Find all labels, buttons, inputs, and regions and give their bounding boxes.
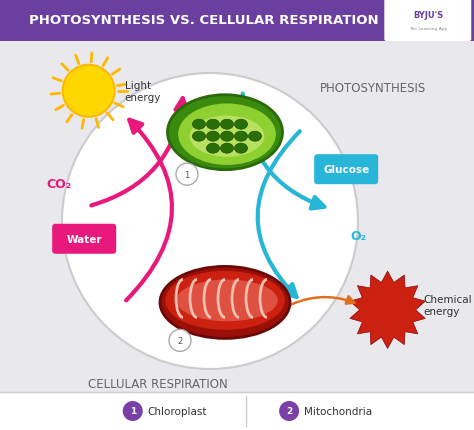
Ellipse shape (220, 144, 234, 154)
Circle shape (62, 74, 358, 369)
Ellipse shape (192, 132, 206, 142)
Ellipse shape (167, 95, 283, 170)
Text: PHOTOSYNTHESIS: PHOTOSYNTHESIS (319, 82, 426, 95)
Ellipse shape (207, 132, 219, 142)
Circle shape (63, 66, 115, 117)
Text: Mitochondria: Mitochondria (304, 406, 372, 416)
Text: Chemical
energy: Chemical energy (424, 294, 472, 316)
Polygon shape (350, 271, 425, 349)
FancyBboxPatch shape (0, 392, 474, 430)
Text: The Learning App: The Learning App (409, 28, 447, 31)
Circle shape (123, 401, 143, 421)
FancyBboxPatch shape (0, 0, 474, 42)
Text: O₂: O₂ (350, 230, 366, 243)
Text: 1: 1 (184, 170, 190, 179)
FancyBboxPatch shape (52, 224, 116, 254)
Text: 1: 1 (129, 406, 136, 415)
Ellipse shape (220, 120, 234, 130)
FancyBboxPatch shape (314, 155, 378, 185)
Text: CO₂: CO₂ (46, 178, 72, 191)
Circle shape (279, 401, 299, 421)
Text: Water: Water (66, 234, 102, 244)
Ellipse shape (176, 280, 278, 322)
Ellipse shape (160, 267, 290, 338)
Text: CELLULAR RESPIRATION: CELLULAR RESPIRATION (88, 378, 228, 390)
Ellipse shape (248, 132, 262, 142)
Ellipse shape (235, 120, 247, 130)
Text: 2: 2 (286, 406, 292, 415)
Ellipse shape (165, 271, 285, 330)
Ellipse shape (235, 132, 247, 142)
Ellipse shape (178, 104, 276, 166)
FancyBboxPatch shape (384, 0, 471, 42)
Text: BYJU'S: BYJU'S (413, 12, 443, 20)
Ellipse shape (207, 120, 219, 130)
Ellipse shape (192, 120, 206, 130)
Circle shape (176, 164, 198, 186)
Ellipse shape (235, 144, 247, 154)
Text: Glucose: Glucose (323, 165, 369, 175)
Ellipse shape (207, 144, 219, 154)
Circle shape (169, 330, 191, 352)
Text: Chloroplast: Chloroplast (148, 406, 207, 416)
Ellipse shape (220, 132, 234, 142)
Ellipse shape (190, 116, 264, 157)
Text: PHOTOSYNTHESIS VS. CELLULAR RESPIRATION: PHOTOSYNTHESIS VS. CELLULAR RESPIRATION (29, 15, 379, 28)
Text: 2: 2 (177, 336, 182, 345)
Text: Light
energy: Light energy (125, 80, 161, 103)
